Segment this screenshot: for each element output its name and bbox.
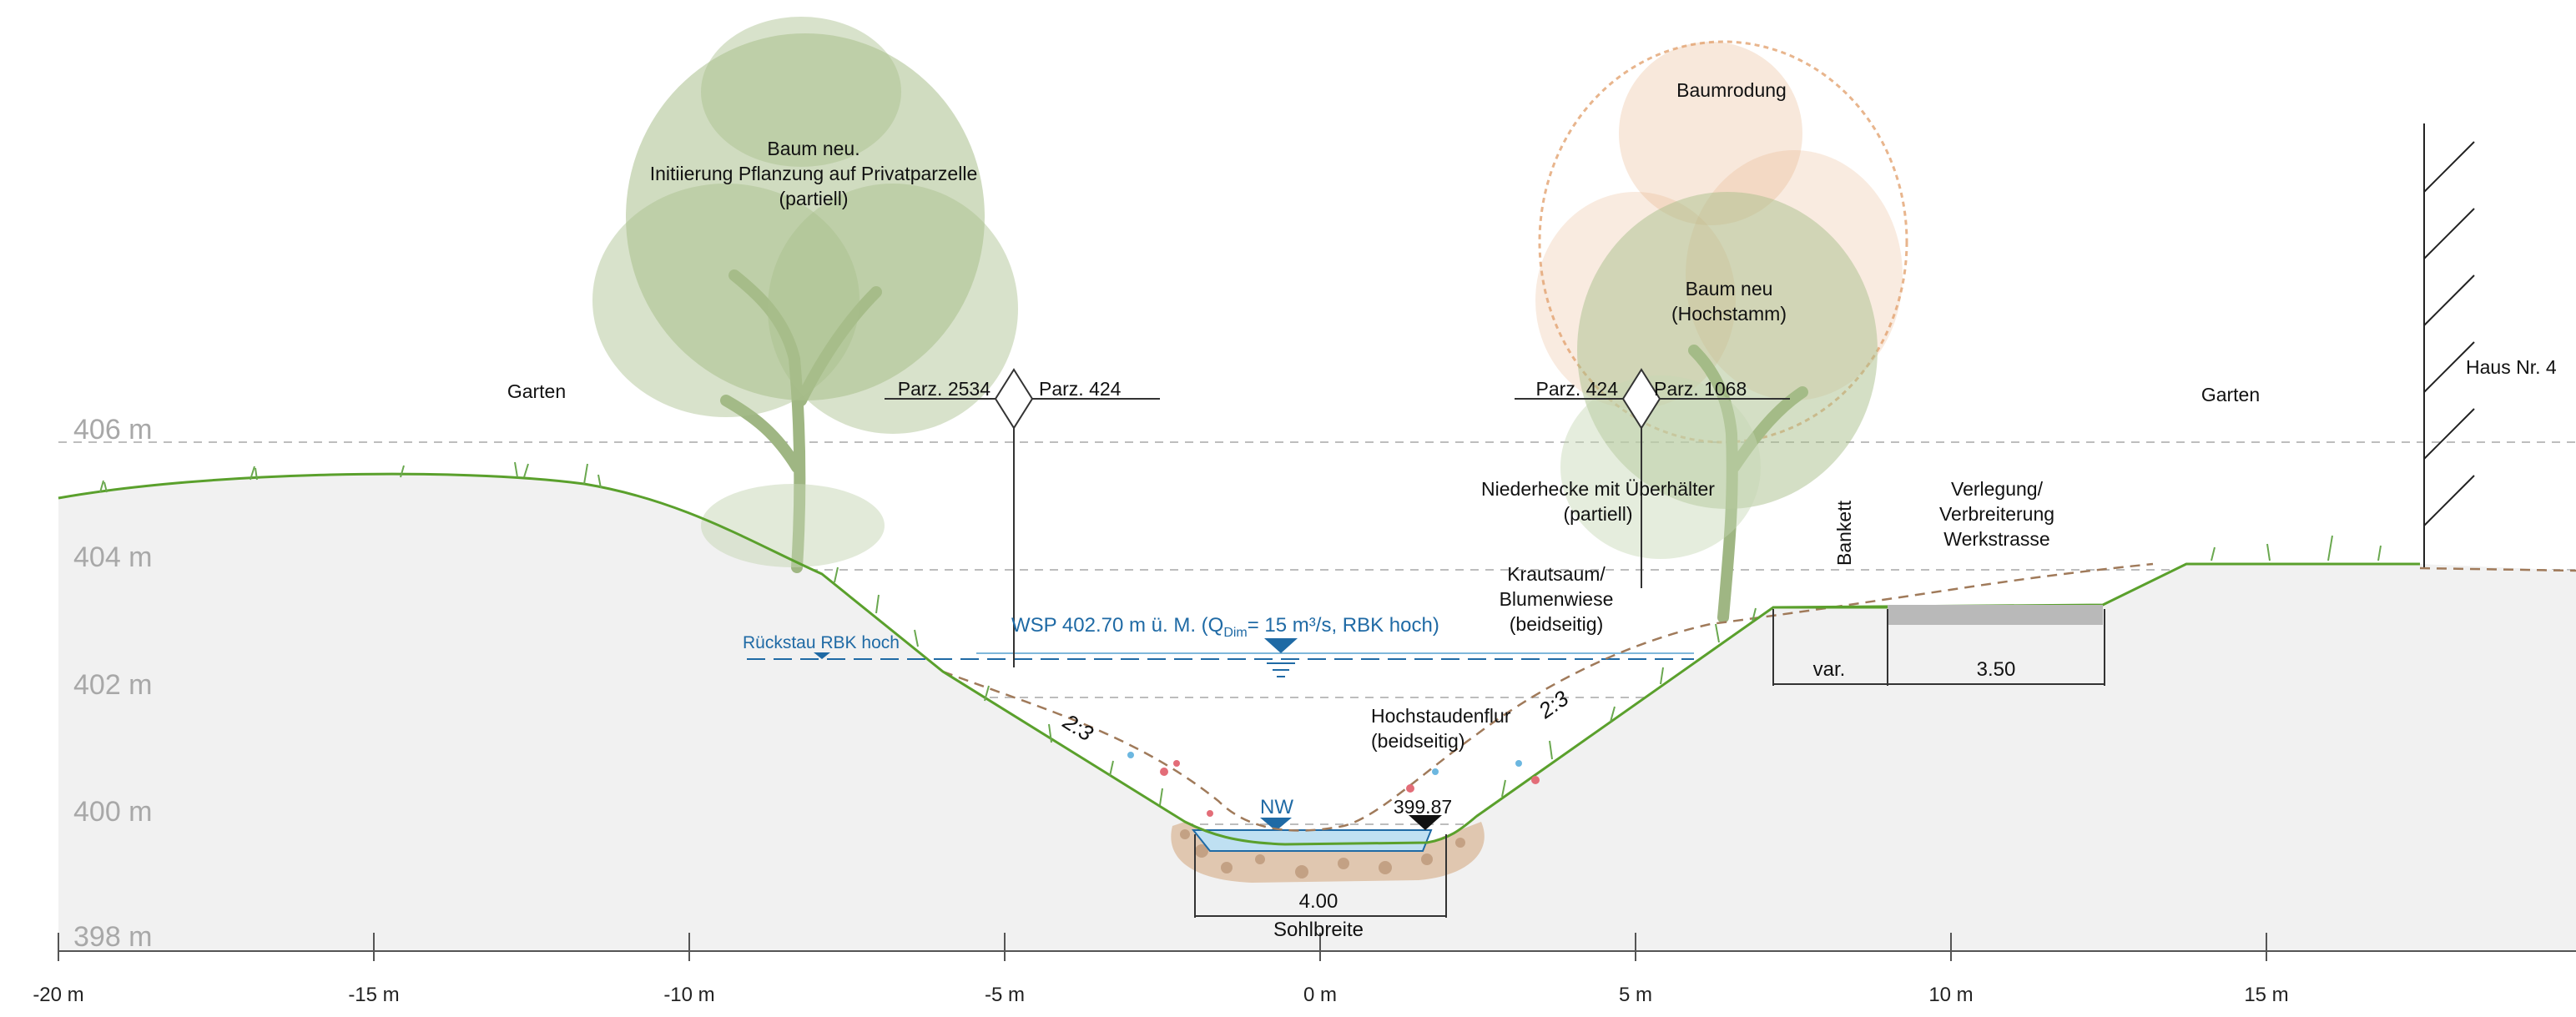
dimension-road <box>1772 609 2105 686</box>
bed-level-marker-icon <box>1409 815 1442 830</box>
x-tick-label: 0 m <box>1303 984 1337 1006</box>
svg-text:(beidseitig): (beidseitig) <box>1510 613 1604 635</box>
label-hedge: Niederhecke mit Überhälter (partiell) <box>1481 478 1715 525</box>
elevation-label-402: 402 m <box>73 669 153 701</box>
elevation-label-398: 398 m <box>73 921 153 953</box>
svg-text:Verbreiterung: Verbreiterung <box>1939 503 2054 525</box>
parcel-marker-right <box>1515 368 1790 588</box>
svg-text:Initiierung Pflanzung auf Priv: Initiierung Pflanzung auf Privatparzelle <box>650 163 978 184</box>
label-herb-meadow: Krautsaum/ Blumenwiese (beidseitig) <box>1500 563 1614 635</box>
svg-text:Werkstrasse: Werkstrasse <box>1943 528 2049 550</box>
elevation-label-404: 404 m <box>73 541 153 573</box>
svg-text:Blumenwiese: Blumenwiese <box>1500 588 1614 610</box>
label-bankett: Bankett <box>1833 500 1855 566</box>
existing-terrain-line-right <box>2419 566 2576 572</box>
x-axis <box>58 933 2576 961</box>
label-tree-remove: Baumrodung <box>1676 79 1787 101</box>
x-tick-label: 15 m <box>2244 984 2288 1006</box>
svg-text:Baum neu.: Baum neu. <box>767 138 860 159</box>
svg-text:(Hochstamm): (Hochstamm) <box>1671 303 1787 325</box>
label-garden-left: Garten <box>507 380 566 402</box>
dimension-road-value: 3.50 <box>1977 658 2016 681</box>
label-slope-left: 2:3 <box>1058 708 1098 746</box>
elevation-label-406: 406 m <box>73 414 153 446</box>
gravel-bed <box>1171 822 1485 883</box>
svg-text:Baum neu: Baum neu <box>1686 278 1773 300</box>
label-backwater: Rückstau RBK hoch <box>743 633 900 652</box>
svg-text:(partiell): (partiell) <box>1563 503 1632 525</box>
label-slope-right: 2:3 <box>1533 685 1573 723</box>
label-bed-level: 399.87 <box>1394 796 1452 818</box>
ground-body <box>58 474 2576 951</box>
label-parcel-right-a: Parz. 424 <box>1536 378 1619 400</box>
label-parcel-right-b: Parz. 1068 <box>1654 378 1747 400</box>
label-tree-left: Baum neu. Initiierung Pflanzung auf Priv… <box>650 138 978 209</box>
x-tick-label: -10 m <box>663 984 714 1006</box>
nw-marker-icon <box>1260 818 1292 831</box>
label-nw: NW <box>1260 796 1293 818</box>
dimension-bed-width <box>1194 834 1447 918</box>
label-house: Haus Nr. 4 <box>2466 356 2557 378</box>
label-parcel-left-b: Parz. 424 <box>1039 378 1122 400</box>
label-wsp: WSP 402.70 m ü. M. (QDim= 15 m³/s, RBK h… <box>1011 614 1439 640</box>
tree-left-illustration <box>592 17 1018 573</box>
svg-text:Krautsaum/: Krautsaum/ <box>1507 563 1606 585</box>
x-tick-label: -20 m <box>33 984 83 1006</box>
x-tick-label: 10 m <box>1928 984 1973 1006</box>
new-terrain-line <box>58 472 2420 846</box>
svg-text:(partiell): (partiell) <box>779 188 848 209</box>
wsp-marker-icon <box>1264 638 1298 653</box>
svg-text:Hochstaudenflur: Hochstaudenflur <box>1371 705 1511 727</box>
tree-right-illustration <box>1560 192 1878 623</box>
existing-terrain-line <box>942 562 2154 832</box>
label-road: Verlegung/ Verbreiterung Werkstrasse <box>1939 478 2054 550</box>
label-tree-right: Baum neu (Hochstamm) <box>1671 278 1787 325</box>
x-tick-labels: -20 m -15 m -10 m -5 m 0 m 5 m 10 m 15 m <box>33 984 2288 1006</box>
x-tick-label: 5 m <box>1619 984 1652 1006</box>
svg-text:Verlegung/: Verlegung/ <box>1951 478 2044 500</box>
x-tick-label: -5 m <box>985 984 1025 1006</box>
svg-text:Niederhecke mit Überhälter: Niederhecke mit Überhälter <box>1481 478 1715 500</box>
x-tick-label: -15 m <box>348 984 399 1006</box>
wildflowers <box>1127 752 1540 817</box>
dimension-var-value: var. <box>1813 658 1846 681</box>
svg-text:(beidseitig): (beidseitig) <box>1371 730 1465 752</box>
label-parcel-left-a: Parz. 2534 <box>898 378 991 400</box>
grass-tufts <box>99 461 2382 806</box>
low-water <box>1191 829 1433 852</box>
label-garden-right: Garten <box>2201 384 2260 405</box>
gravel-stones <box>1180 829 1465 879</box>
parcel-marker-left <box>885 368 1160 667</box>
road-surface <box>1888 605 2103 625</box>
water-level-high <box>747 638 1694 677</box>
elevation-label-400: 400 m <box>73 796 153 828</box>
label-tall-herb: Hochstaudenflur (beidseitig) <box>1371 705 1511 752</box>
dimension-bed-caption: Sohlbreite <box>1273 919 1364 941</box>
house-wall <box>2423 123 2475 567</box>
backwater-marker-icon <box>814 652 830 659</box>
dimension-bed-value: 4.00 <box>1299 890 1338 913</box>
